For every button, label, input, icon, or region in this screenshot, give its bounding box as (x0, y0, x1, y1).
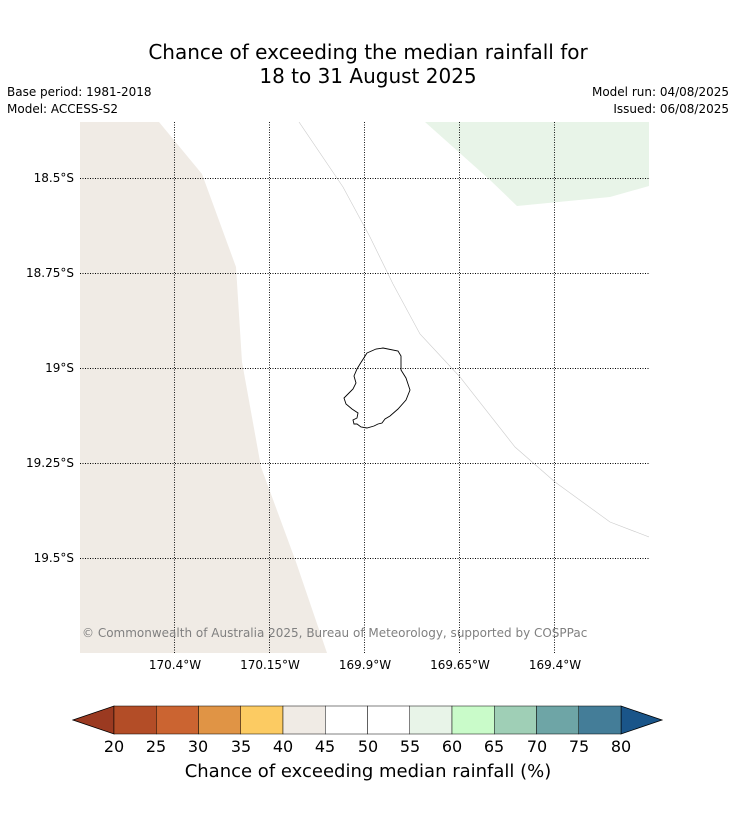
issued-text: Issued: 06/08/2025 (613, 102, 729, 116)
colorbar-tick-75: 75 (568, 737, 590, 756)
colorbar-tick-70: 70 (526, 737, 548, 756)
colorbar-label: Chance of exceeding median rainfall (%) (184, 761, 552, 782)
forecast-map (80, 122, 649, 653)
copyright-notice: © Commonwealth of Australia 2025, Bureau… (82, 626, 588, 640)
colorbar-segment-20-25 (113, 705, 157, 735)
map-title-line-1: Chance of exceeding the median rainfall … (148, 40, 588, 64)
colorbar-tick-65: 65 (483, 737, 505, 756)
map-title-line-2: 18 to 31 August 2025 (259, 64, 477, 88)
model-text: Model: ACCESS-S2 (7, 102, 119, 116)
colorbar-tick-20: 20 (103, 737, 125, 756)
lon-label-170-4: 170.4°W (148, 658, 202, 672)
colorbar-tick-80: 80 (610, 737, 632, 756)
colorbar-segment-35-40 (240, 705, 284, 735)
colorbar-segment-55-60 (409, 705, 453, 735)
model-run-text: Model run: 04/08/2025 (591, 85, 729, 99)
region-55-60 (425, 122, 649, 206)
lat-label-18-5: 18.5°S (33, 171, 74, 185)
colorbar-tick-45: 45 (314, 737, 336, 756)
lon-label-169-9: 169.9°W (338, 658, 392, 672)
colorbar-segment-40-45 (282, 705, 326, 735)
colorbar-segment-75-80 (578, 705, 622, 735)
base-period-text: Base period: 1981-2018 (7, 85, 152, 99)
colorbar-under-arrow (72, 705, 115, 735)
colorbar-over-arrow (620, 705, 664, 735)
lat-label-19: 19°S (45, 361, 74, 375)
colorbar-segment-50-55 (367, 705, 410, 735)
colorbar (72, 705, 664, 735)
lon-label-170-15: 170.15°W (240, 658, 300, 672)
lat-label-19-5: 19.5°S (33, 551, 74, 565)
longitude-gridlines (174, 122, 555, 653)
colorbar-tick-50: 50 (357, 737, 379, 756)
colorbar-segment-65-70 (494, 705, 537, 735)
colorbar-tick-40: 40 (272, 737, 294, 756)
island-coastline (343, 347, 411, 429)
lon-label-169-65: 169.65°W (430, 658, 490, 672)
colorbar-segment-25-30 (156, 705, 199, 735)
colorbar-segment-60-65 (451, 705, 495, 735)
colorbar-tick-25: 25 (145, 737, 167, 756)
lat-label-19-25: 19.25°S (26, 456, 74, 470)
colorbar-tick-35: 35 (230, 737, 252, 756)
colorbar-segment-30-35 (198, 705, 241, 735)
lon-label-169-4: 169.4°W (528, 658, 582, 672)
colorbar-tick-55: 55 (399, 737, 421, 756)
region-40-45 (80, 122, 327, 653)
colorbar-tick-60: 60 (441, 737, 463, 756)
contour-line (298, 122, 649, 538)
map-canvas (80, 122, 649, 653)
lat-label-18-75: 18.75°S (26, 266, 74, 280)
colorbar-segment-70-75 (536, 705, 579, 735)
colorbar-segment-45-50 (325, 705, 368, 735)
colorbar-tick-30: 30 (187, 737, 209, 756)
